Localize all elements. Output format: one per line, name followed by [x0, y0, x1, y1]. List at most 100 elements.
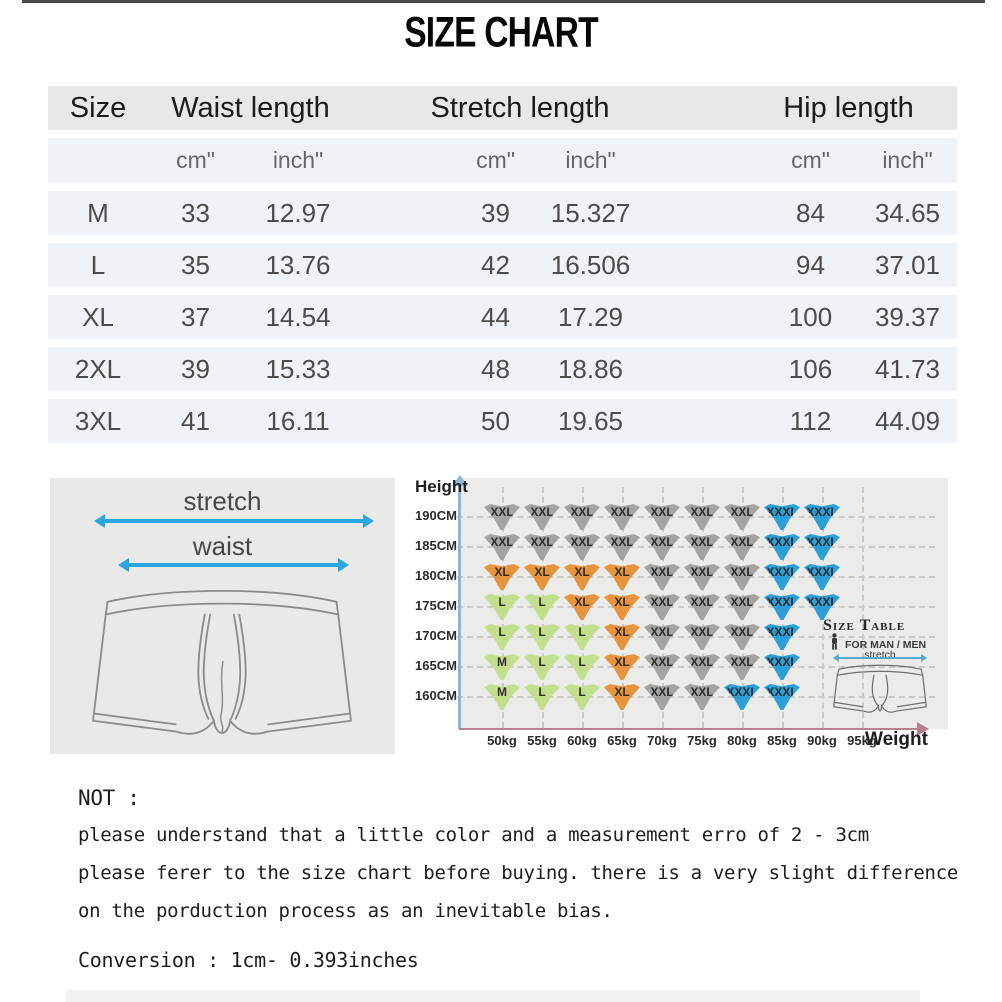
size-brief-label: L — [578, 655, 586, 669]
size-cell: L — [90, 249, 106, 280]
value-cell: 39 — [481, 197, 510, 228]
value-cell: 12.97 — [265, 197, 331, 228]
note-line: please understand that a little color an… — [78, 824, 869, 846]
y-tick-label: 175CM — [415, 598, 457, 614]
size-table: Size Waist length Stretch length Hip len… — [48, 86, 957, 451]
grid-line-horizontal — [437, 636, 935, 638]
size-brief-label: XXL — [570, 505, 594, 519]
value-cell: 35 — [181, 249, 210, 280]
y-axis-title: Height — [415, 477, 468, 496]
size-brief-label: XXL — [650, 655, 674, 669]
value-cell: 16.506 — [550, 249, 631, 280]
size-brief-label: XXL — [610, 535, 634, 549]
inset-boxer-sketch-icon — [833, 664, 927, 713]
y-tick-label: 160CM — [415, 688, 457, 704]
size-brief-label: XXL — [610, 505, 634, 519]
column-header-hip: Hip length — [783, 91, 914, 124]
x-tick-label: 55kg — [527, 733, 557, 748]
y-tick-label: 165CM — [415, 658, 457, 674]
unit-label: inch" — [565, 147, 616, 173]
inset-stretch-label: stretch — [864, 649, 896, 661]
y-axis — [458, 477, 461, 729]
size-brief-label: XXXL — [806, 565, 838, 579]
table-row: L 35 13.76 42 16.506 94 37.01 — [48, 243, 957, 287]
size-brief-label: L — [578, 685, 586, 699]
size-brief-label: L — [538, 685, 546, 699]
column-header-stretch: Stretch length — [430, 91, 610, 124]
table-row: XL 37 14.54 44 17.29 100 39.37 — [48, 295, 957, 339]
conversion-note: Conversion : 1cm- 0.393inches — [78, 948, 419, 972]
waist-arrow-icon — [118, 558, 349, 572]
size-brief-label: XXL — [490, 505, 514, 519]
value-cell: 84 — [796, 197, 825, 228]
size-brief-label: XXL — [490, 535, 514, 549]
value-cell: 37.01 — [874, 249, 941, 280]
size-brief-label: M — [497, 655, 507, 669]
table-row: 3XL 41 16.11 50 19.65 112 44.09 — [48, 399, 957, 443]
size-brief-label: XXL — [730, 625, 754, 639]
size-brief-label: L — [538, 655, 546, 669]
x-tick-label: 70kg — [647, 733, 677, 748]
size-brief-label: L — [578, 625, 586, 639]
size-brief-label: XL — [614, 685, 630, 699]
size-brief-label: XXL — [530, 535, 554, 549]
size-brief-label: XXXL — [766, 655, 798, 669]
measurement-diagram: stretch waist — [50, 478, 395, 754]
inset-subtitle: FOR MAN / MEN — [845, 639, 927, 651]
size-brief-label: L — [498, 625, 506, 639]
x-axis — [459, 728, 919, 730]
stretch-label: stretch — [183, 486, 262, 516]
bottom-divider — [65, 990, 920, 1002]
size-brief-label: XXL — [570, 535, 594, 549]
value-cell: 33 — [181, 197, 210, 228]
note-line: on the porduction process as an inevitab… — [78, 900, 613, 922]
value-cell: 50 — [481, 405, 510, 436]
size-brief-label: XXL — [650, 565, 674, 579]
size-brief-label: XXXL — [806, 505, 838, 519]
size-brief-label: XL — [574, 565, 590, 579]
x-tick-label: 50kg — [487, 733, 517, 748]
size-brief-label: XXXL — [806, 595, 838, 609]
size-brief-label: XXXL — [806, 535, 838, 549]
note-heading: NOT : — [78, 786, 140, 810]
size-brief-label: XXXL — [766, 685, 798, 699]
size-cell: 3XL — [74, 405, 122, 436]
size-brief-label: XXL — [690, 535, 714, 549]
size-brief-label: XL — [614, 655, 630, 669]
size-brief-label: XXL — [690, 595, 714, 609]
size-cell: M — [87, 197, 109, 228]
unit-label: cm" — [476, 147, 515, 173]
grid-line-horizontal — [437, 696, 935, 698]
y-tick-label: 190CM — [415, 508, 457, 524]
table-units-row: cm" inch" cm" inch" cm" inch" — [48, 138, 957, 183]
size-brief-label: XL — [494, 565, 510, 579]
size-brief-label: L — [538, 595, 546, 609]
x-tick-label: 75kg — [687, 733, 717, 748]
size-brief-label: XXL — [730, 535, 754, 549]
size-brief-label: XXXL — [766, 625, 798, 639]
grid-line-horizontal — [437, 576, 935, 578]
size-brief-label: XXXL — [766, 505, 798, 519]
height-weight-chart: Height Weight XXL XXL XXL XXL XXL XXL XXL XXXL X… — [415, 473, 960, 773]
value-cell: 14.54 — [265, 301, 331, 332]
size-brief-label: XXL — [690, 505, 714, 519]
unit-label: cm" — [176, 147, 215, 173]
column-header-waist: Waist length — [171, 91, 330, 124]
x-axis-title: Weight — [865, 729, 928, 750]
value-cell: 106 — [788, 353, 833, 384]
value-cell: 13.76 — [265, 249, 331, 280]
value-cell: 41 — [181, 405, 210, 436]
y-axis-arrow-icon — [452, 467, 468, 486]
size-brief-label: XXL — [530, 505, 554, 519]
stretch-arrow-icon — [94, 514, 374, 528]
size-brief-label: XXL — [650, 535, 674, 549]
value-cell: 34.65 — [874, 197, 941, 228]
top-divider — [22, 0, 985, 3]
size-brief-label: XL — [614, 565, 630, 579]
boxer-shorts-sketch-icon — [92, 589, 352, 735]
x-tick-label: 85kg — [767, 733, 797, 748]
table-header-row: Size Waist length Stretch length Hip len… — [48, 86, 957, 130]
value-cell: 39.37 — [874, 301, 941, 332]
value-cell: 18.86 — [557, 353, 624, 384]
size-brief-label: XXL — [650, 625, 674, 639]
